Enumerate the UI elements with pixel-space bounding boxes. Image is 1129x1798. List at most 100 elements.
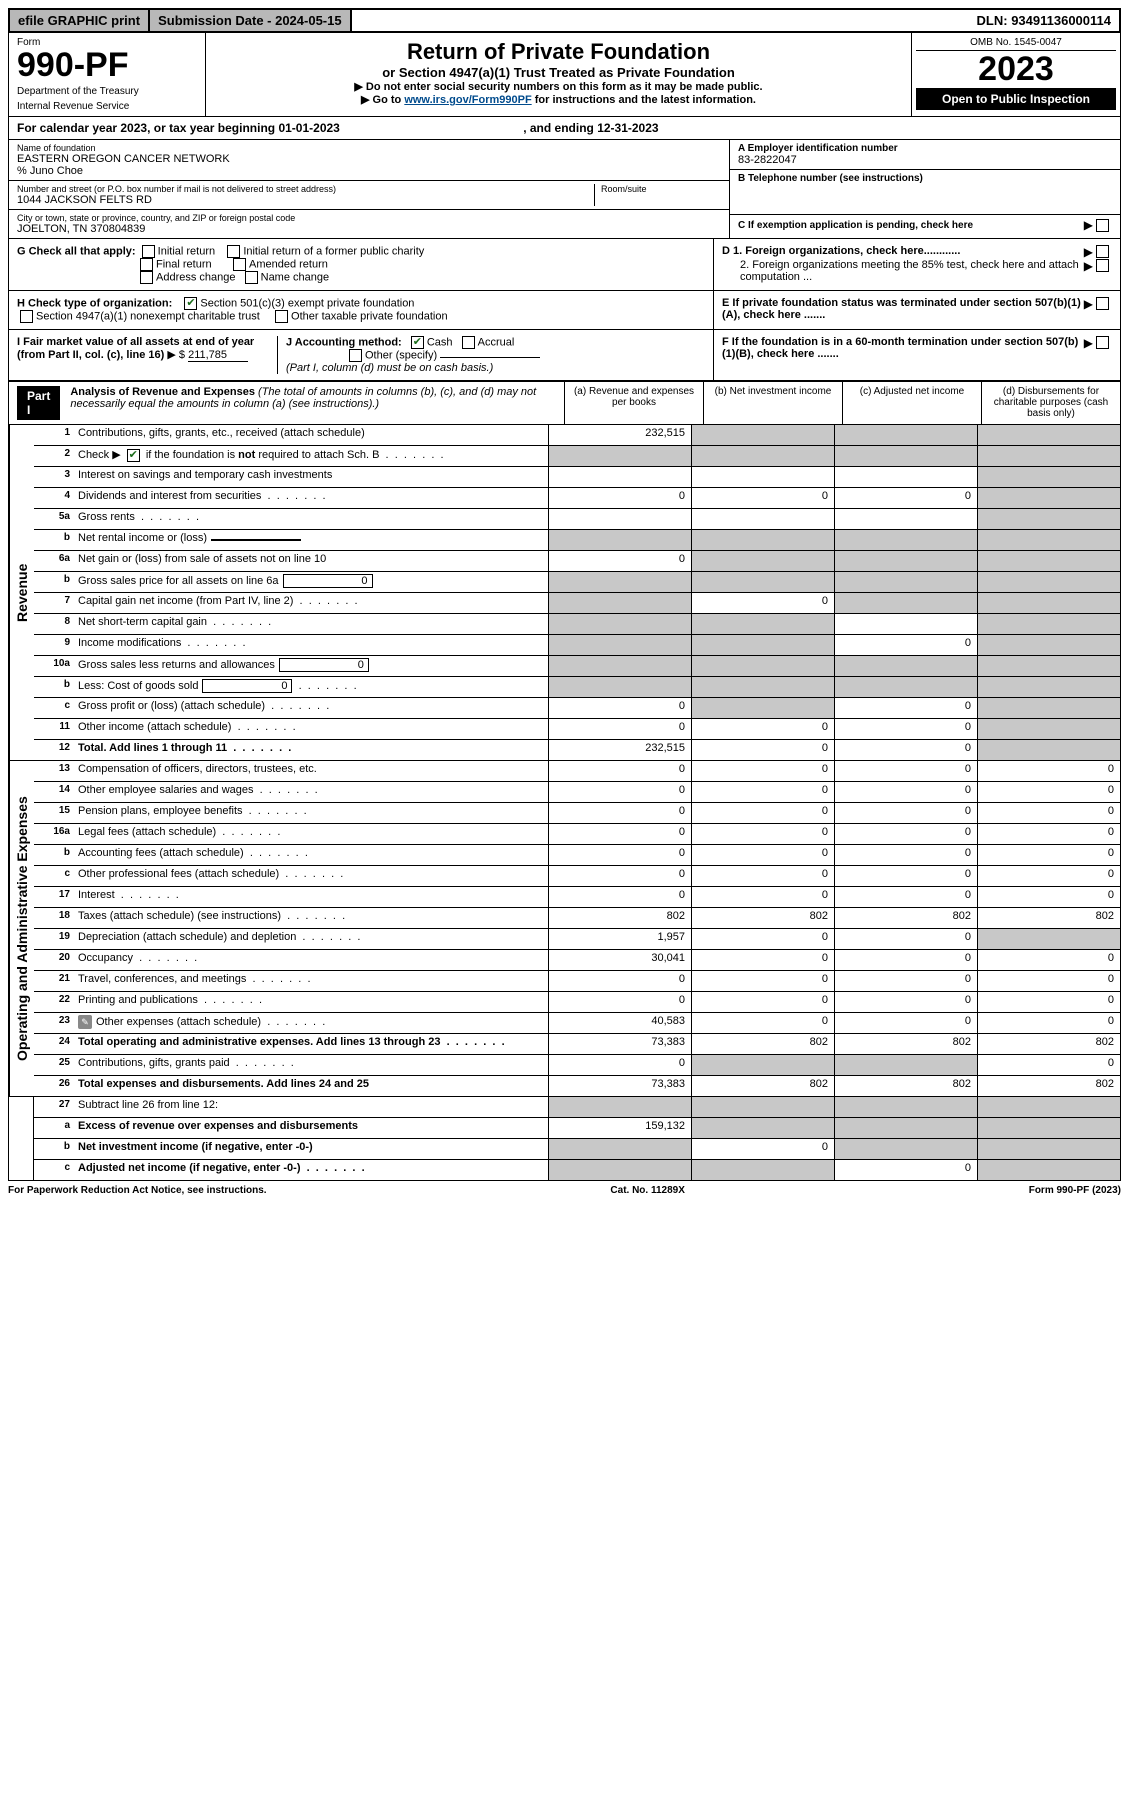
- data-cell: 0: [691, 866, 834, 886]
- data-cell: 0: [548, 971, 691, 991]
- data-cell: 0: [548, 782, 691, 802]
- line-label: Net short-term capital gain . . . . . . …: [74, 614, 548, 634]
- data-cell: 0: [548, 719, 691, 739]
- data-cell: 0: [834, 950, 977, 970]
- data-cell: [691, 1097, 834, 1117]
- efile-print-button[interactable]: efile GRAPHIC print: [10, 10, 150, 31]
- j-other-checkbox[interactable]: [349, 349, 362, 362]
- bottom-table: 27Subtract line 26 from line 12:aExcess …: [8, 1097, 1121, 1181]
- g-initial-former-checkbox[interactable]: [227, 245, 240, 258]
- data-cell: 0: [834, 845, 977, 865]
- part1-label-cell: Part I Analysis of Revenue and Expenses …: [9, 382, 564, 424]
- table-row: 6aNet gain or (loss) from sale of assets…: [34, 551, 1120, 572]
- form-note-2: ▶ Go to www.irs.gov/Form990PF for instru…: [212, 93, 905, 106]
- care-of: % Juno Choe: [17, 165, 721, 177]
- g-amended-checkbox[interactable]: [233, 258, 246, 271]
- data-cell: [548, 530, 691, 550]
- g-opt-4: Address change: [156, 271, 236, 283]
- data-cell: 0: [977, 971, 1120, 991]
- line-label: ✎Other expenses (attach schedule) . . . …: [74, 1013, 548, 1033]
- g-initial-return-checkbox[interactable]: [142, 245, 155, 258]
- data-cell: 73,383: [548, 1076, 691, 1096]
- table-row: 14Other employee salaries and wages . . …: [34, 782, 1120, 803]
- g-address-change-checkbox[interactable]: [140, 271, 153, 284]
- table-row: cAdjusted net income (if negative, enter…: [34, 1160, 1120, 1180]
- h-other-checkbox[interactable]: [275, 310, 288, 323]
- line-label: Compensation of officers, directors, tru…: [74, 761, 548, 781]
- line-label: Net gain or (loss) from sale of assets n…: [74, 551, 548, 571]
- data-cell: [834, 1097, 977, 1117]
- d1-checkbox[interactable]: [1096, 245, 1109, 258]
- line-label: Contributions, gifts, grants paid . . . …: [74, 1055, 548, 1075]
- check-grid-h: H Check type of organization: Section 50…: [8, 291, 1121, 330]
- form990pf-link[interactable]: www.irs.gov/Form990PF: [404, 94, 531, 106]
- line-label: Capital gain net income (from Part IV, l…: [74, 593, 548, 613]
- line-number: 3: [34, 467, 74, 487]
- footer-mid: Cat. No. 11289X: [610, 1185, 684, 1196]
- line-number: 14: [34, 782, 74, 802]
- table-row: 3Interest on savings and temporary cash …: [34, 467, 1120, 488]
- data-cell: [977, 593, 1120, 613]
- entity-info-grid: Name of foundation EASTERN OREGON CANCER…: [8, 140, 1121, 239]
- form-header: Form 990-PF Department of the Treasury I…: [8, 33, 1121, 117]
- line-number: 2: [34, 446, 74, 466]
- data-cell: 0: [834, 740, 977, 760]
- line-label: Pension plans, employee benefits . . . .…: [74, 803, 548, 823]
- attachment-icon[interactable]: ✎: [78, 1015, 92, 1029]
- data-cell: 0: [691, 971, 834, 991]
- room-label: Room/suite: [601, 184, 721, 194]
- form-number: 990-PF: [17, 48, 197, 82]
- f-checkbox[interactable]: [1096, 336, 1109, 349]
- line-number: 22: [34, 992, 74, 1012]
- j-cash-checkbox[interactable]: [411, 336, 424, 349]
- e-checkbox[interactable]: [1096, 297, 1109, 310]
- table-row: 10aGross sales less returns and allowanc…: [34, 656, 1120, 677]
- data-cell: 0: [977, 803, 1120, 823]
- g-name-change-checkbox[interactable]: [245, 271, 258, 284]
- line-number: b: [34, 1139, 74, 1159]
- line-number: 16a: [34, 824, 74, 844]
- schb-checkbox[interactable]: [127, 449, 140, 462]
- dln: DLN: 93491136000114: [969, 10, 1119, 31]
- table-row: bAccounting fees (attach schedule) . . .…: [34, 845, 1120, 866]
- table-row: cOther professional fees (attach schedul…: [34, 866, 1120, 887]
- cal-mid: , and ending: [523, 121, 597, 135]
- h-501c3-checkbox[interactable]: [184, 297, 197, 310]
- table-row: 15Pension plans, employee benefits . . .…: [34, 803, 1120, 824]
- note2-post: for instructions and the latest informat…: [532, 94, 756, 106]
- data-cell: [548, 593, 691, 613]
- j-accrual-checkbox[interactable]: [462, 336, 475, 349]
- data-cell: [977, 635, 1120, 655]
- d2-label: 2. Foreign organizations meeting the 85%…: [722, 259, 1084, 283]
- footer-left: For Paperwork Reduction Act Notice, see …: [8, 1185, 267, 1196]
- data-cell: 0: [977, 761, 1120, 781]
- data-cell: 0: [834, 992, 977, 1012]
- data-cell: 0: [834, 866, 977, 886]
- d2-checkbox[interactable]: [1096, 259, 1109, 272]
- line-number: 24: [34, 1034, 74, 1054]
- g-opt-1: Initial return of a former public charit…: [243, 245, 424, 257]
- data-cell: 0: [548, 803, 691, 823]
- h-opt1: Section 501(c)(3) exempt private foundat…: [200, 297, 414, 309]
- c-checkbox[interactable]: [1096, 219, 1109, 232]
- data-cell: [834, 572, 977, 592]
- data-cell: 0: [691, 488, 834, 508]
- data-cell: 0: [548, 1055, 691, 1075]
- line-label: Legal fees (attach schedule) . . . . . .…: [74, 824, 548, 844]
- line-label: Travel, conferences, and meetings . . . …: [74, 971, 548, 991]
- tel-label: B Telephone number (see instructions): [738, 173, 1112, 184]
- data-cell: 0: [548, 488, 691, 508]
- g-opt-0: Initial return: [158, 245, 215, 257]
- line-number: 26: [34, 1076, 74, 1096]
- data-cell: [977, 656, 1120, 676]
- line-number: c: [34, 866, 74, 886]
- data-cell: 40,583: [548, 1013, 691, 1033]
- table-row: 25Contributions, gifts, grants paid . . …: [34, 1055, 1120, 1076]
- g-final-return-checkbox[interactable]: [140, 258, 153, 271]
- data-cell: [548, 677, 691, 697]
- inline-amount: 0: [283, 574, 373, 588]
- h-4947-checkbox[interactable]: [20, 310, 33, 323]
- table-row: 27Subtract line 26 from line 12:: [34, 1097, 1120, 1118]
- table-row: bNet investment income (if negative, ent…: [34, 1139, 1120, 1160]
- data-cell: 0: [691, 782, 834, 802]
